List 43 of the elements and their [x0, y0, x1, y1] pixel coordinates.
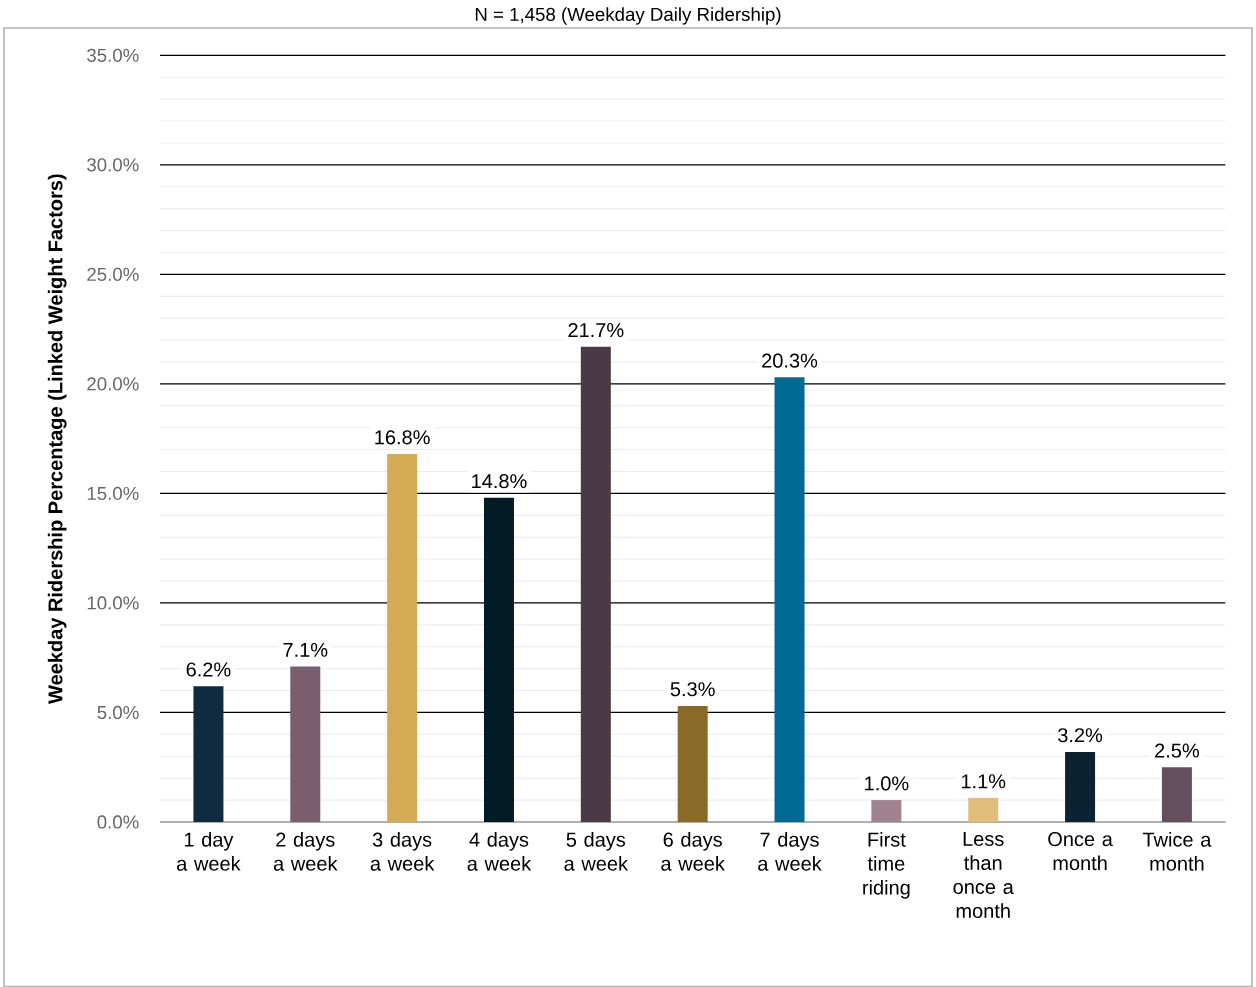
x-tick-label: 2 days a week — [273, 831, 338, 871]
bar — [1161, 767, 1192, 822]
bar — [968, 797, 999, 822]
data-label: 3.2% — [1058, 727, 1103, 743]
data-label: 20.3% — [762, 353, 818, 368]
x-tick-label: Less than once a month — [953, 831, 1014, 918]
x-tick-label: First time riding — [863, 831, 910, 899]
bar — [871, 799, 902, 822]
bar — [387, 453, 418, 822]
data-label: 1.1% — [961, 774, 1006, 789]
data-label: 5.3% — [670, 681, 715, 697]
bar — [193, 685, 224, 822]
x-tick-label: 1 day a week — [177, 831, 241, 871]
bar — [580, 346, 611, 822]
data-label: 1.0% — [865, 776, 909, 791]
data-label: 21.7% — [568, 322, 624, 337]
y-tick-label: 0.0% — [97, 815, 139, 829]
y-axis-title: Weekday Ridership Percentage (Linked Weight Factors) — [47, 174, 67, 704]
data-label: 2.5% — [1155, 743, 1199, 758]
x-tick-label: 6 days a week — [661, 831, 725, 871]
data-label: 16.8% — [375, 430, 430, 445]
y-tick-label: 15.0% — [87, 486, 139, 500]
x-tick-label: 4 days a week — [467, 831, 532, 871]
y-tick-label: 5.0% — [97, 705, 139, 719]
x-tick-label: Twice a month — [1142, 831, 1212, 871]
x-tick-label: Once a month — [1048, 831, 1113, 870]
bar — [483, 497, 514, 822]
y-tick-label: 25.0% — [87, 267, 139, 281]
y-tick-label: 10.0% — [87, 596, 139, 610]
bar — [774, 377, 805, 822]
y-tick-label: 35.0% — [87, 48, 139, 62]
data-label: 6.2% — [186, 662, 231, 677]
x-tick-label: 7 days a week — [758, 831, 822, 871]
x-tick-label: 5 days a week — [564, 831, 629, 871]
y-tick-label: 20.0% — [87, 377, 139, 391]
bar — [290, 666, 321, 822]
data-label: 7.1% — [283, 642, 328, 657]
bar — [1065, 751, 1096, 822]
x-tick-label: 3 days a week — [370, 831, 435, 871]
chart-title: N = 1,458 (Weekday Daily Ridership) — [475, 7, 781, 25]
data-label: 14.8% — [472, 473, 527, 488]
bar — [677, 705, 708, 822]
y-tick-label: 30.0% — [87, 158, 139, 172]
